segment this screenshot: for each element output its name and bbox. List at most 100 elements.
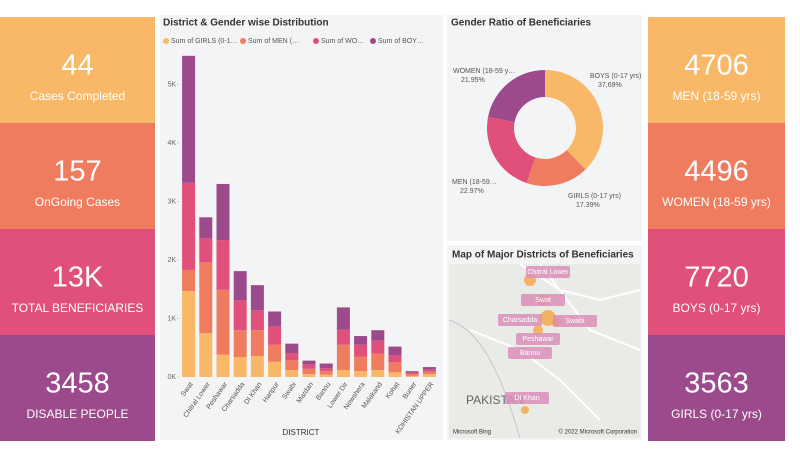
bar-segment (319, 374, 333, 377)
bar-segment (233, 300, 247, 331)
map-label-bg (553, 315, 597, 327)
pie-label: MEN (18-59… (452, 179, 497, 186)
bar-segment (336, 369, 350, 377)
bar-segment (319, 371, 333, 375)
map-label: Charsadda (503, 317, 537, 324)
bar-segment (302, 360, 316, 365)
map-label-bg (498, 314, 542, 326)
y-tick-label: 5K (167, 81, 176, 88)
bar-segment (233, 357, 247, 377)
y-tick-label: 4K (167, 140, 176, 147)
map-title: Map of Major Districts of Beneficiaries (452, 250, 634, 261)
bar-segment (422, 367, 436, 370)
map-label-bg (516, 333, 560, 345)
bar-segment (216, 354, 230, 377)
map-label-bg (505, 392, 549, 404)
y-tick-label: 2K (167, 257, 176, 264)
bar-segment (233, 330, 247, 358)
bar-segment (216, 240, 230, 290)
map-border (448, 319, 521, 439)
bar-segment (371, 340, 385, 354)
pie-slice (526, 150, 586, 186)
bar-segment (302, 364, 316, 369)
legend-swatch (163, 38, 169, 44)
bar-segment (285, 353, 299, 361)
map-label: Swabi (565, 318, 585, 325)
kpi-card (0, 17, 155, 123)
map-label: Peshawar (522, 336, 554, 343)
y-tick-label: 0K (167, 374, 176, 381)
kpi-label: TOTAL BENEFICIARIES (12, 301, 144, 315)
kpi-card (0, 335, 155, 441)
bar-segment (388, 346, 402, 356)
bar-segment (302, 368, 316, 375)
bar-segment (336, 307, 350, 330)
kpi-label: BOYS (0-17 yrs) (672, 301, 760, 315)
bar-segment (336, 344, 350, 370)
pie-value-label: 17.39% (576, 202, 600, 209)
bar-segment (302, 374, 316, 377)
pie-label: WOMEN (18-59 y… (453, 68, 515, 75)
kpi-label: WOMEN (18-59 yrs) (662, 195, 771, 209)
kpi-value: 44 (61, 50, 93, 82)
bar-segment (182, 55, 196, 183)
kpi-value: 13K (52, 262, 104, 294)
y-tick-label: 1K (167, 315, 176, 322)
map-label: Bannu (520, 350, 540, 357)
bar-segment (405, 374, 419, 376)
bar-segment (422, 374, 436, 377)
legend-label: Sum of MEN (… (248, 38, 299, 45)
bar-segment (250, 310, 264, 331)
bar-segment (285, 369, 299, 377)
bar-segment (388, 372, 402, 377)
bar-segment (336, 329, 350, 345)
bar-segment (285, 343, 299, 354)
bar-segment (250, 285, 264, 311)
y-tick-label: 3K (167, 198, 176, 205)
bar-segment (182, 182, 196, 270)
kpi-value: 3458 (45, 368, 110, 400)
pie-value-label: 21.95% (461, 77, 485, 84)
bar-segment (422, 371, 436, 375)
pie-value-label: 22.97% (460, 188, 484, 195)
map-label-bg (526, 266, 570, 278)
kpi-card (648, 229, 785, 335)
map-label-bg (521, 294, 565, 306)
bar-segment (199, 262, 213, 334)
kpi-card (0, 229, 155, 335)
pie-slice (488, 70, 545, 123)
map-copyright: © 2022 Microsoft Corporation (559, 429, 637, 436)
kpi-label: DISABLE PEOPLE (26, 407, 128, 421)
bar-segment (388, 355, 402, 363)
pie-slice (486, 116, 536, 184)
legend-swatch (313, 38, 319, 44)
chart-title: District & Gender wise Distribution (163, 18, 329, 29)
bar-segment (285, 360, 299, 370)
bar-segment (371, 369, 385, 377)
bar-segment (199, 333, 213, 377)
kpi-value: 7720 (684, 262, 749, 294)
bar-segment (405, 372, 419, 375)
bar-segment (233, 271, 247, 301)
kpi-value: 157 (53, 156, 101, 188)
legend-swatch (240, 38, 246, 44)
bar-segment (250, 355, 264, 377)
kpi-label: Cases Completed (30, 89, 125, 103)
pie-label: GIRLS (0-17 yrs) (568, 193, 621, 200)
legend-swatch (370, 38, 376, 44)
bar-segment (199, 217, 213, 239)
bar-segment (405, 375, 419, 377)
legend-label: Sum of BOY… (378, 38, 424, 45)
map-brand: Microsoft Bing (453, 430, 491, 436)
map-bubble (521, 406, 529, 414)
bar-segment (354, 336, 368, 345)
kpi-label: OnGoing Cases (35, 195, 120, 209)
bar-segment (216, 289, 230, 355)
bar-segment (422, 369, 436, 372)
pie-value-label: 37.69% (598, 82, 622, 89)
bar-segment (388, 362, 402, 373)
kpi-label: MEN (18-59 yrs) (672, 89, 760, 103)
map-bubble (533, 325, 543, 335)
bar-segment (199, 238, 213, 263)
